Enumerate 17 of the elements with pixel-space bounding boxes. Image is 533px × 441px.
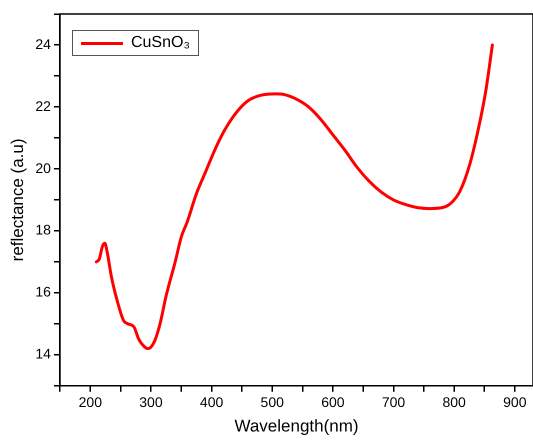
y-tick-label: 20 (35, 160, 52, 176)
legend-label: CuSnO₃ (130, 34, 190, 52)
x-tick-label: 400 (200, 394, 224, 410)
x-tick-label: 300 (139, 394, 163, 410)
y-axis-title: reflectance (a.u) (8, 138, 27, 262)
x-tick-label: 500 (260, 394, 284, 410)
y-tick-label: 22 (35, 98, 52, 114)
x-tick-label: 600 (321, 394, 345, 410)
x-axis-title: Wavelength(nm) (234, 416, 359, 436)
y-tick-label: 24 (35, 36, 52, 52)
x-tick-label: 200 (78, 394, 102, 410)
x-tick-label: 700 (382, 394, 406, 410)
x-tick-label: 900 (503, 394, 527, 410)
x-tick-label: 800 (442, 394, 466, 410)
y-tick-label: 14 (35, 346, 52, 362)
y-tick-label: 18 (35, 222, 52, 238)
y-tick-label: 16 (35, 284, 52, 300)
